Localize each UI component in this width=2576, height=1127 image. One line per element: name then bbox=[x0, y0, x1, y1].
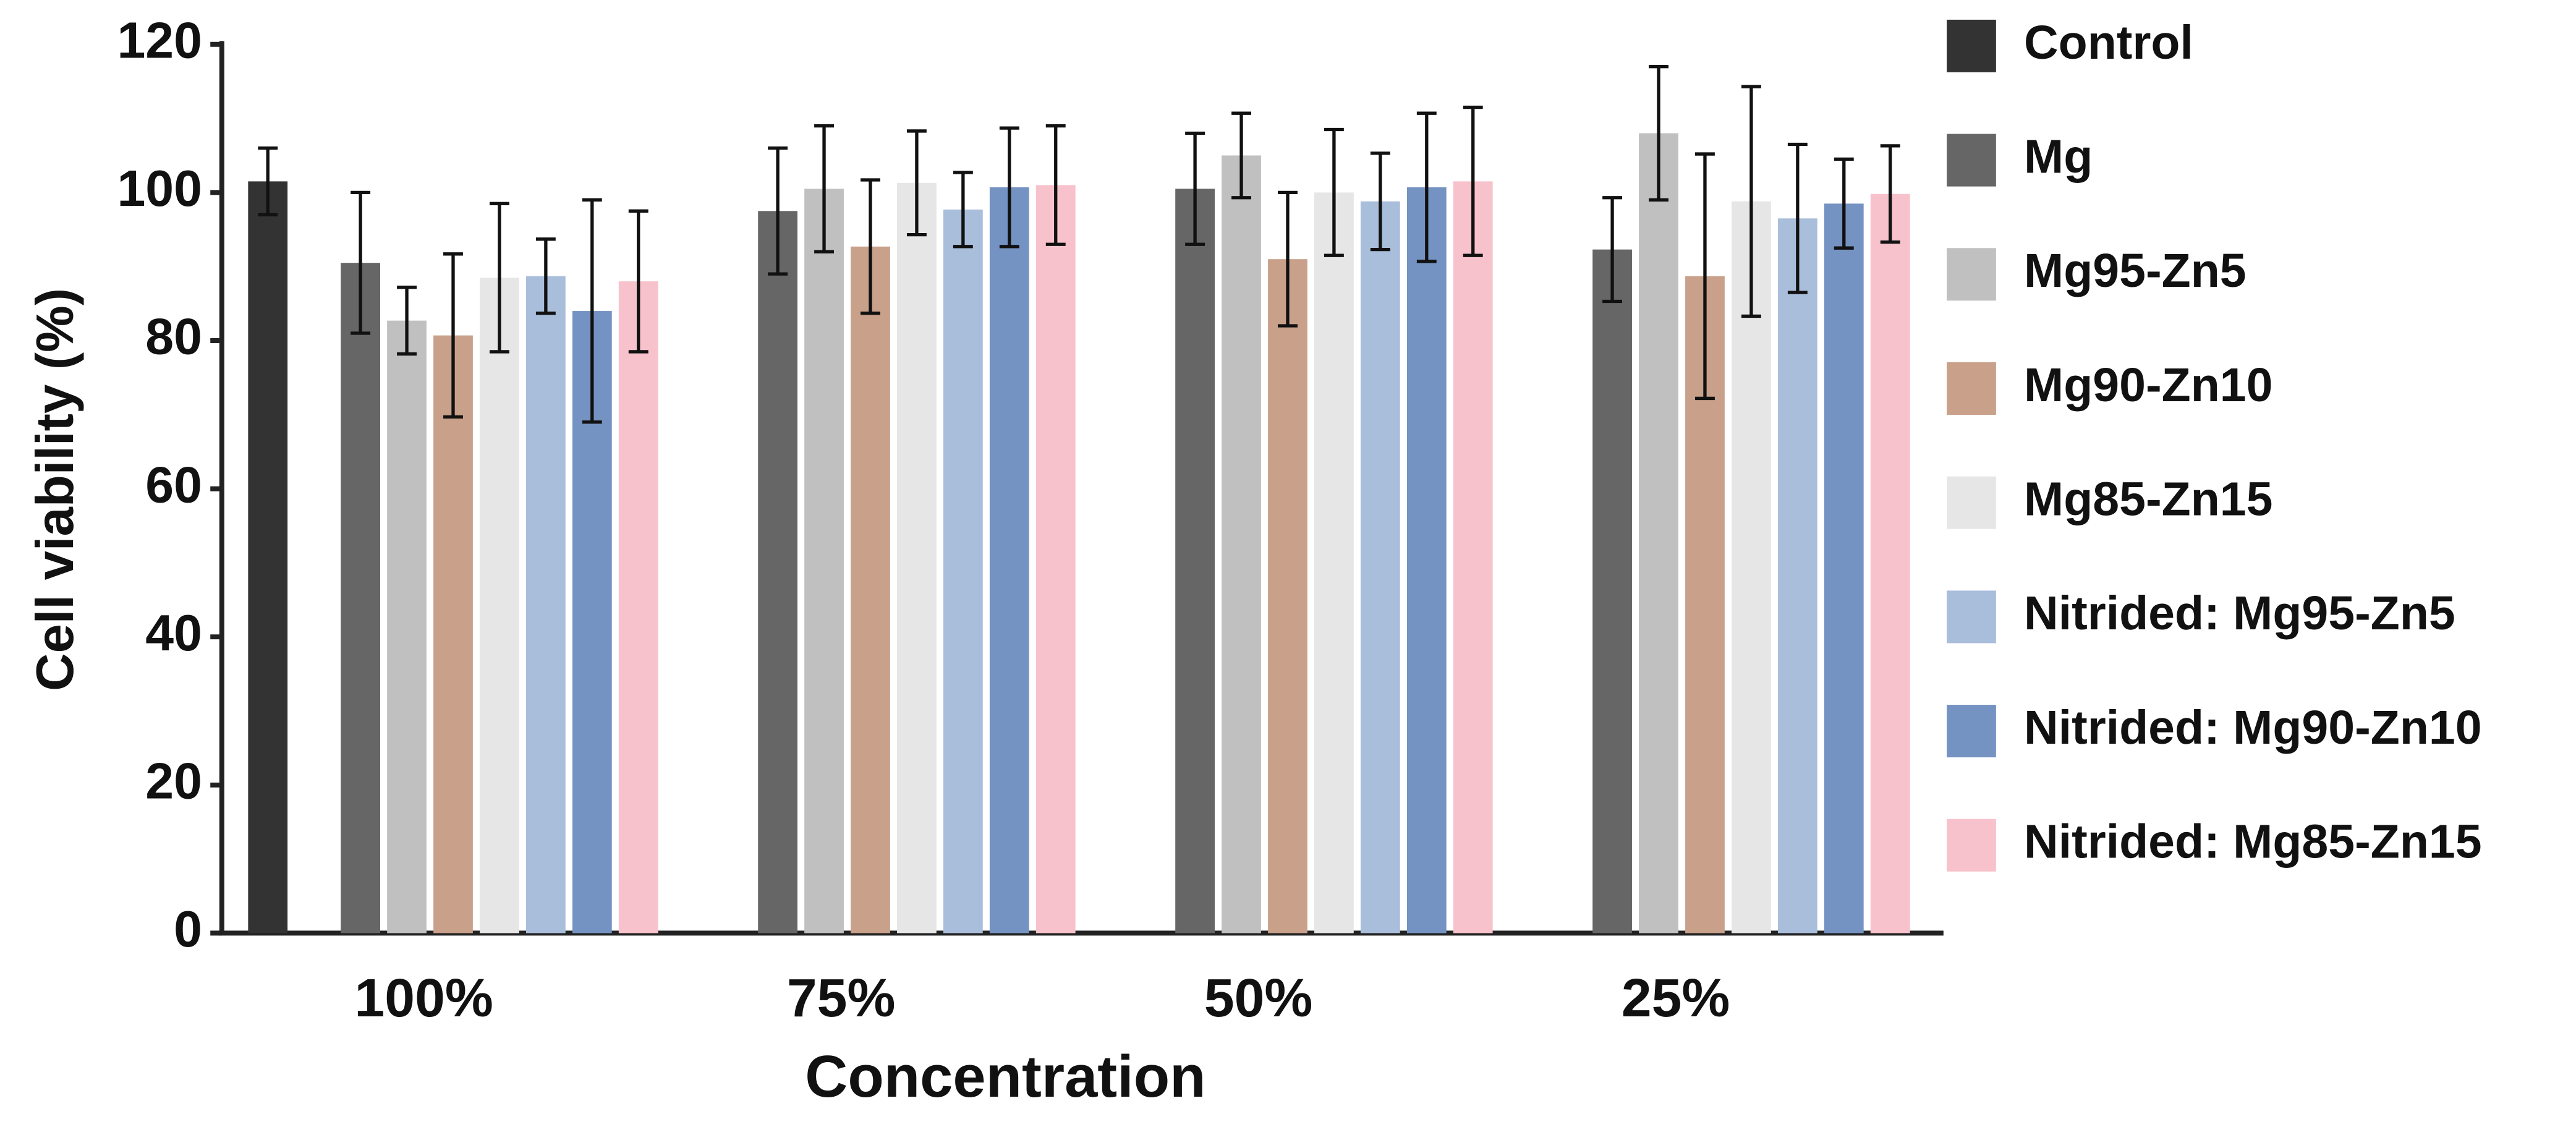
bar bbox=[1222, 155, 1261, 933]
legend-label: Mg90-Zn10 bbox=[2024, 359, 2272, 412]
legend-label: Mg bbox=[2024, 130, 2093, 183]
bar bbox=[1592, 249, 1632, 933]
y-tick-label: 40 bbox=[145, 605, 202, 661]
legend-label: Nitrided: Mg90-Zn10 bbox=[2024, 701, 2482, 754]
legend-label: Nitrided: Mg85-Zn15 bbox=[2024, 815, 2482, 869]
bar bbox=[618, 281, 658, 933]
x-tick-label: 50% bbox=[1204, 968, 1313, 1028]
bar bbox=[1639, 133, 1678, 933]
legend-swatch bbox=[1947, 362, 1996, 415]
legend-swatch bbox=[1947, 476, 1996, 529]
bar bbox=[1777, 218, 1817, 933]
bar bbox=[1360, 201, 1400, 933]
legend-swatch bbox=[1947, 590, 1996, 644]
legend-label: Nitrided: Mg95-Zn5 bbox=[2024, 587, 2455, 640]
bar bbox=[943, 209, 983, 933]
bar bbox=[758, 211, 797, 933]
bar bbox=[525, 276, 566, 933]
bar bbox=[1453, 181, 1493, 933]
bar bbox=[1175, 189, 1215, 933]
legend-swatch bbox=[1947, 19, 1996, 72]
bar bbox=[433, 335, 473, 933]
legend-label: Mg95-Zn5 bbox=[2024, 244, 2247, 297]
y-tick-label: 120 bbox=[117, 12, 202, 69]
legend-swatch bbox=[1947, 248, 1996, 301]
bar bbox=[1732, 201, 1771, 933]
x-tick-label: 100% bbox=[355, 968, 493, 1028]
bar bbox=[804, 189, 844, 933]
x-tick-label: 75% bbox=[787, 968, 896, 1028]
y-tick-label: 80 bbox=[145, 308, 202, 365]
y-tick-label: 20 bbox=[145, 753, 202, 810]
bar bbox=[851, 246, 890, 933]
legend-swatch bbox=[1947, 705, 1996, 758]
y-axis-label: Cell viability (%) bbox=[26, 288, 85, 691]
legend-swatch bbox=[1947, 819, 1996, 872]
legend-swatch bbox=[1947, 134, 1996, 187]
bar bbox=[1870, 194, 1910, 933]
bar bbox=[1035, 185, 1076, 933]
x-tick-label: 25% bbox=[1622, 968, 1730, 1028]
bar bbox=[897, 182, 937, 933]
legend-label: Mg85-Zn15 bbox=[2024, 473, 2272, 526]
bar bbox=[341, 263, 381, 933]
y-tick-label: 60 bbox=[145, 456, 202, 513]
bar bbox=[248, 181, 288, 933]
bar bbox=[480, 278, 519, 933]
bar bbox=[989, 187, 1029, 933]
x-axis-label: Concentration bbox=[805, 1044, 1205, 1110]
bar bbox=[1406, 187, 1447, 933]
bar bbox=[387, 320, 427, 933]
y-tick-label: 0 bbox=[174, 901, 202, 958]
legend-label: Control bbox=[2024, 16, 2193, 69]
y-tick-label: 100 bbox=[117, 160, 202, 217]
bar bbox=[1268, 259, 1307, 933]
bar bbox=[1824, 203, 1864, 933]
bar bbox=[1314, 192, 1354, 933]
